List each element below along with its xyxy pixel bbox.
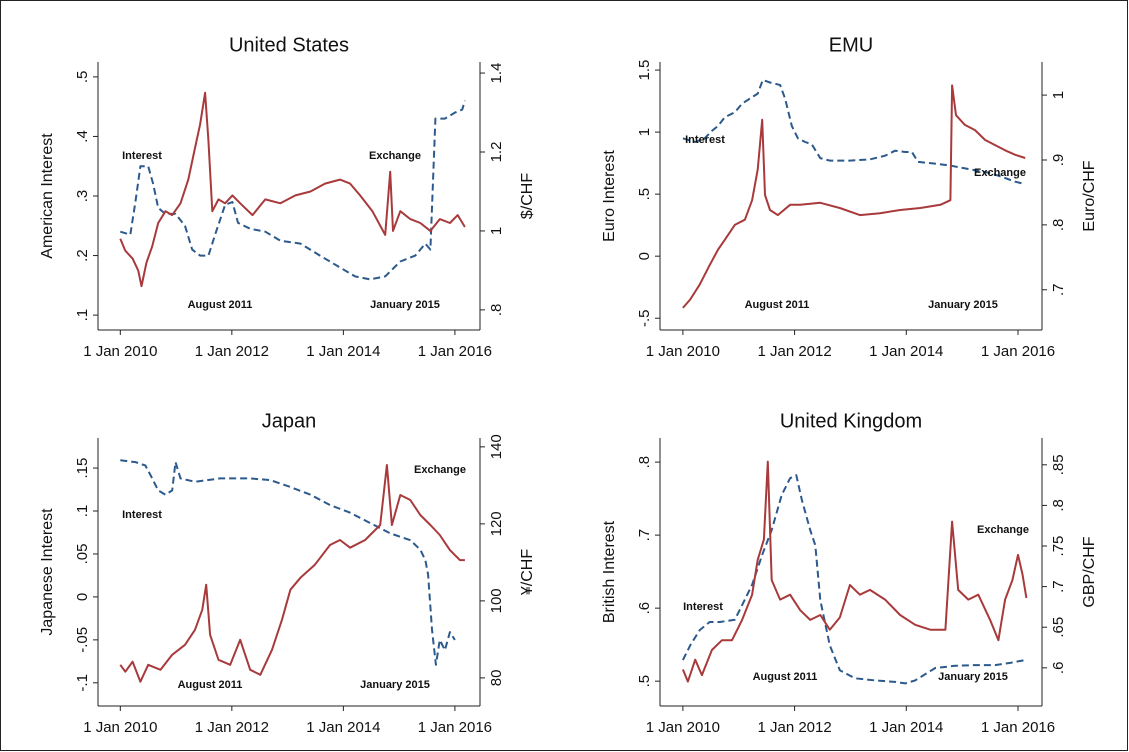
series-annotation: Interest [122, 509, 162, 521]
y-tick-label: -.05 [74, 627, 91, 653]
y-tick-label: .1 [74, 309, 91, 322]
x-tick-label: 1 Jan 2012 [195, 719, 269, 736]
annotation: August 2011 [753, 671, 818, 683]
y2-tick-label: .7 [1050, 580, 1067, 593]
y-axis-title: Euro Interest [601, 150, 618, 242]
y2-tick-label: .65 [1050, 617, 1067, 638]
y-tick-label: 0 [74, 593, 91, 601]
series-annotation: Exchange [369, 150, 421, 162]
annotation: August 2011 [188, 299, 253, 311]
annotation: January 2015 [360, 679, 430, 691]
series-annotation: Exchange [414, 464, 466, 476]
y-tick-label: 0 [636, 252, 653, 260]
series-line [119, 91, 466, 288]
series-line [120, 100, 466, 281]
x-tick-label: 1 Jan 2014 [306, 343, 380, 360]
series-line [682, 79, 1026, 186]
y-tick-label: 1 [636, 128, 653, 136]
x-tick-label: 1 Jan 2014 [869, 343, 943, 360]
y2-tick-label: .7 [1050, 284, 1067, 297]
panel-title: EMU [829, 34, 873, 56]
x-tick-label: 1 Jan 2012 [195, 343, 269, 360]
y-tick-label: .15 [74, 458, 91, 479]
y2-tick-label: .9 [1050, 154, 1067, 167]
x-tick-label: 1 Jan 2010 [83, 719, 157, 736]
x-tick-label: 1 Jan 2012 [757, 343, 831, 360]
y2-tick-label: .8 [488, 304, 505, 317]
x-tick-label: 1 Jan 2016 [418, 343, 492, 360]
y-tick-label: .2 [74, 249, 91, 262]
y2-tick-label: 1 [488, 227, 505, 235]
x-tick-label: 1 Jan 2010 [646, 343, 720, 360]
y-axis-title: American Interest [39, 133, 56, 259]
panel-title: Japan [262, 410, 317, 432]
y2-tick-label: 140 [488, 434, 505, 459]
annotation: August 2011 [745, 299, 810, 311]
y2-tick-label: .8 [1050, 219, 1067, 232]
series-line [682, 84, 1026, 309]
y-tick-label: .7 [636, 529, 653, 542]
y-axis-title: Japanese Interest [39, 508, 56, 636]
annotation: January 2015 [928, 299, 998, 311]
y2-tick-label: .6 [1050, 662, 1067, 675]
y-tick-label: .8 [636, 456, 653, 469]
y-tick-label: .05 [74, 544, 91, 565]
series-line [120, 459, 456, 666]
y2-tick-label: 1.4 [488, 63, 505, 84]
y-tick-label: .5 [74, 71, 91, 84]
y-tick-label: .5 [636, 675, 653, 688]
x-tick-label: 1 Jan 2016 [418, 719, 492, 736]
y2-tick-label: 80 [488, 670, 505, 687]
y-tick-label: .5 [636, 188, 653, 201]
series-annotation: Exchange [977, 524, 1029, 536]
series-annotation: Interest [683, 601, 723, 613]
y-axis-title: British Interest [601, 520, 618, 623]
y-tick-label: -.1 [74, 674, 91, 692]
x-tick-label: 1 Jan 2014 [869, 719, 943, 736]
annotation: January 2015 [938, 671, 1008, 683]
series-line [682, 474, 1026, 685]
panel-title: United Kingdom [780, 410, 922, 432]
y2-tick-label: 1 [1050, 91, 1067, 99]
y2-axis-title: GBP/CHF [1081, 536, 1098, 607]
y2-axis-title: $/CHF [519, 173, 536, 219]
annotation: August 2011 [178, 679, 243, 691]
x-tick-label: 1 Jan 2016 [981, 719, 1055, 736]
y2-tick-label: 100 [488, 588, 505, 613]
x-tick-label: 1 Jan 2016 [981, 343, 1055, 360]
y-tick-label: .3 [74, 190, 91, 203]
panel-title: United States [229, 34, 349, 56]
y-tick-label: -.5 [636, 309, 653, 327]
y-tick-label: .1 [74, 505, 91, 518]
y-tick-label: .4 [74, 130, 91, 143]
y2-tick-label: 120 [488, 511, 505, 536]
y2-tick-label: 1.2 [488, 142, 505, 163]
series-line [119, 464, 465, 683]
y2-tick-label: .85 [1050, 454, 1067, 475]
series-annotation: Interest [122, 150, 162, 162]
y2-tick-label: .8 [1050, 499, 1067, 512]
x-tick-label: 1 Jan 2012 [757, 719, 831, 736]
x-tick-label: 1 Jan 2010 [83, 343, 157, 360]
y2-axis-title: Euro/CHF [1081, 160, 1098, 231]
series-line [681, 460, 1028, 683]
x-tick-label: 1 Jan 2014 [306, 719, 380, 736]
y-tick-label: .6 [636, 602, 653, 615]
x-tick-label: 1 Jan 2010 [646, 719, 720, 736]
annotation: January 2015 [370, 299, 440, 311]
series-annotation: Interest [685, 134, 725, 146]
y2-axis-title: ¥/CHF [519, 549, 536, 596]
y-tick-label: 1.5 [636, 60, 653, 81]
series-annotation: Exchange [974, 167, 1026, 179]
y2-tick-label: .75 [1050, 536, 1067, 557]
